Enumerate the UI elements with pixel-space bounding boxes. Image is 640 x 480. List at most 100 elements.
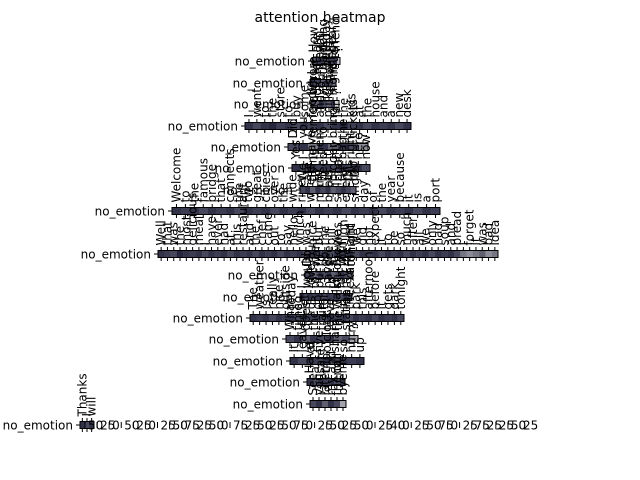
token-label: Welcome bbox=[169, 148, 183, 203]
row-label: no_emotion bbox=[228, 269, 298, 283]
token-label: outside bbox=[278, 265, 292, 309]
heatmap-panel: no_emotionIwouldlovetobutIhavetostudyfor… bbox=[223, 253, 357, 305]
token-label: Have bbox=[303, 343, 317, 374]
value-tick-label: 25 bbox=[487, 419, 502, 433]
heatmap-cell bbox=[460, 250, 467, 258]
token-label: much bbox=[400, 212, 414, 246]
value-tick-label: 50 bbox=[209, 419, 224, 433]
heatmap-cell bbox=[314, 207, 325, 215]
heatmap-cell bbox=[336, 57, 341, 65]
token-label: chef bbox=[255, 219, 269, 246]
value-tick-label: 0 bbox=[112, 419, 120, 433]
heatmap-cell bbox=[301, 314, 308, 322]
token-label: Where bbox=[306, 57, 320, 96]
heatmap-cell bbox=[339, 293, 344, 301]
heatmap-cell bbox=[294, 335, 303, 343]
token-label: boat bbox=[331, 154, 345, 181]
token-label: the bbox=[187, 183, 201, 203]
value-tick-label: 50 bbox=[354, 419, 369, 433]
heatmap-cell bbox=[368, 207, 378, 215]
token-label: thank bbox=[316, 40, 330, 74]
heatmap-cell bbox=[346, 314, 353, 322]
heatmap-cell bbox=[318, 271, 323, 279]
heatmap-cell bbox=[365, 250, 373, 258]
heatmap-cell bbox=[322, 357, 332, 365]
token-label: exam bbox=[343, 255, 357, 288]
token-label: to bbox=[258, 105, 272, 117]
heatmap-cell bbox=[315, 164, 324, 172]
token-label: It bbox=[287, 344, 301, 353]
heatmap-cell bbox=[343, 293, 348, 301]
heatmap-cell bbox=[390, 250, 398, 258]
value-tick-label: 25 bbox=[318, 419, 333, 433]
token-label: doing bbox=[316, 19, 330, 53]
heatmap-cell bbox=[296, 250, 304, 258]
heatmap-cell bbox=[365, 314, 373, 322]
heatmap-cell bbox=[472, 250, 480, 258]
token-label: How bbox=[307, 26, 321, 52]
token-label: came bbox=[261, 212, 275, 245]
token-label: it bbox=[375, 301, 389, 309]
heatmap-cell bbox=[333, 57, 338, 65]
token-label: for bbox=[329, 101, 343, 118]
token-label: was bbox=[167, 222, 181, 245]
token-label: sharp bbox=[328, 319, 342, 353]
heatmap-cell bbox=[354, 164, 363, 172]
heatmap-cell bbox=[323, 207, 333, 215]
token-label: Did bbox=[286, 118, 300, 138]
token-label: dear bbox=[325, 25, 339, 52]
value-tick-label: 75 bbox=[475, 419, 490, 433]
heatmap-cell bbox=[362, 164, 371, 172]
row-label: no_emotion bbox=[3, 419, 73, 433]
heatmap-cell bbox=[202, 250, 209, 258]
token-label: a bbox=[321, 174, 335, 181]
token-label: my bbox=[328, 141, 342, 160]
heatmap-cell bbox=[345, 186, 352, 194]
heatmap-cell bbox=[318, 143, 329, 151]
heatmap-cell bbox=[344, 271, 349, 279]
heatmap-cell bbox=[347, 357, 356, 365]
heatmap-cell bbox=[300, 122, 309, 130]
heatmap-cell bbox=[339, 122, 348, 130]
heatmap-cell bbox=[384, 314, 392, 322]
token-label: desk bbox=[400, 89, 414, 117]
heatmap-cell bbox=[307, 314, 315, 322]
heatmap-cell bbox=[319, 100, 324, 108]
heatmap-cell bbox=[216, 207, 226, 215]
token-label: two bbox=[241, 181, 255, 203]
token-label: friend bbox=[330, 360, 344, 395]
heatmap-cell bbox=[307, 378, 313, 386]
heatmap-cell bbox=[328, 250, 335, 258]
token-label: to bbox=[311, 169, 325, 181]
heatmap-cell bbox=[340, 186, 347, 194]
token-label: go bbox=[310, 295, 324, 310]
heatmap-cell bbox=[225, 207, 235, 215]
token-label: wide bbox=[286, 174, 300, 202]
heatmap-cell bbox=[172, 207, 182, 215]
token-label: after bbox=[406, 217, 420, 245]
heatmap-cell bbox=[342, 335, 351, 343]
heatmap-cell bbox=[256, 314, 264, 322]
token-label: I bbox=[198, 242, 212, 246]
heatmap-cell bbox=[348, 271, 354, 279]
heatmap-cell bbox=[331, 122, 341, 130]
heatmap-cell bbox=[262, 314, 270, 322]
heatmap-cell bbox=[387, 122, 396, 130]
heatmap-cell bbox=[395, 122, 404, 130]
heatmap-cell bbox=[397, 250, 404, 258]
heatmap-cell bbox=[315, 100, 320, 108]
heatmap-cell bbox=[334, 378, 340, 386]
token-label: it bbox=[402, 194, 416, 202]
heatmap-cell bbox=[305, 186, 311, 194]
row-label: no_emotion bbox=[209, 333, 279, 347]
heatmap-cell bbox=[310, 335, 319, 343]
token-label: the bbox=[277, 183, 291, 203]
token-label: now bbox=[359, 135, 373, 160]
token-label: to bbox=[274, 233, 288, 245]
token-label: me bbox=[339, 247, 353, 266]
token-label: only bbox=[425, 220, 439, 245]
token-label: them bbox=[312, 128, 326, 159]
heatmap-cell bbox=[325, 186, 331, 194]
heatmap-panel: no_emotionWhattimedoesthetrainleavethest… bbox=[209, 289, 361, 346]
